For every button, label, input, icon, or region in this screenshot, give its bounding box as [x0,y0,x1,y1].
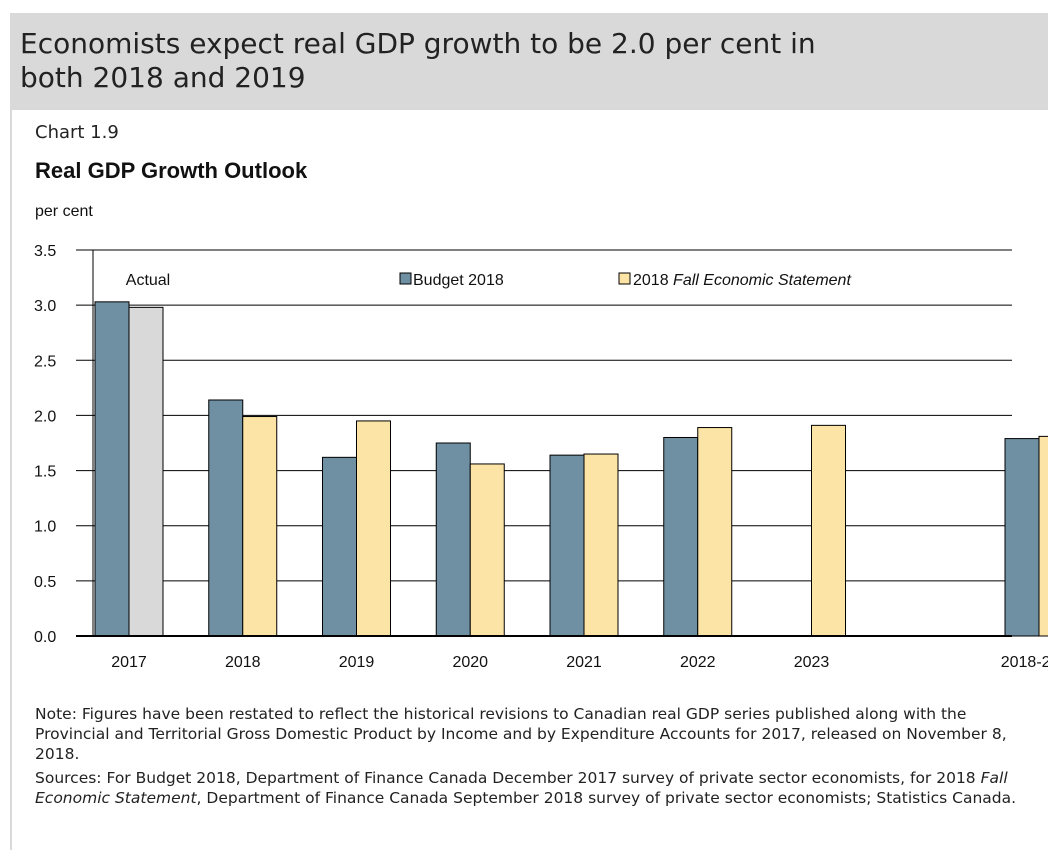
chart-number: Chart 1.9 [35,122,119,143]
banner-title: Economists expect real GDP growth to be … [20,27,816,94]
legend-label-budget: Budget 2018 [413,272,504,289]
bar-budget-2022 [663,436,699,637]
x-tick-label: 2018 [225,654,261,671]
legend-swatch-budget [399,272,412,285]
x-tick-label: 2017 [111,654,147,671]
x-tick-label: 2021 [566,654,602,671]
x-tick-label: 2023 [794,654,830,671]
legend-swatch-fes [618,272,631,285]
sources-text-2: , Department of Finance Canada September… [196,789,1017,807]
bar-fes-2021 [583,453,619,637]
bar-budget-2019 [322,456,357,637]
sources-text-1: Sources: For Budget 2018, Department of … [35,769,981,787]
chart-title: Real GDP Growth Outlook [35,158,308,183]
x-tick-label: 2020 [452,654,488,671]
legend-label-fes: 2018 Fall Economic Statement [633,272,851,289]
y-tick-label: 1.5 [34,464,56,481]
bar-fes-2020 [469,463,505,637]
bar-fes-2023 [811,424,846,637]
bar-budget-2021 [549,454,585,637]
y-axis-unit-label: per cent [35,203,93,220]
bar-actual-2017 [128,306,164,637]
x-tick-label: 2019 [339,654,375,671]
y-tick-label: 0.0 [34,629,56,646]
x-tick-label: 2018-2022 [1001,654,1048,671]
bar-budget-2018 [208,399,244,637]
left-rule [10,110,12,850]
x-tick-label: 2022 [680,654,716,671]
bar-fes-2018 [242,416,278,637]
bar-fes-2018-2022 [1038,435,1048,637]
bar-budget-2020 [435,442,471,637]
bar-fes-2019 [356,420,391,637]
legend-label-fes-italic: Fall Economic Statement [673,272,851,289]
y-tick-label: 3.0 [34,298,56,315]
sources-text-italic: Fall Economic Statement [35,769,1008,807]
chart-sources: Sources: For Budget 2018, Department of … [35,768,1040,808]
chart-note: Note: Figures have been restated to refl… [35,705,1007,763]
annotation-actual: Actual [126,272,170,289]
bar-fes-2022 [697,427,733,637]
y-tick-label: 3.5 [34,243,56,260]
y-tick-label: 2.0 [34,408,56,425]
y-tick-label: 2.5 [34,353,56,370]
title-banner: Economists expect real GDP growth to be … [10,13,1048,110]
y-tick-label: 0.5 [34,574,56,591]
legend-label-fes-prefix: 2018 [633,272,673,289]
y-tick-label: 1.0 [34,519,56,536]
bar-budget-2017 [94,301,130,637]
bar-budget-2018-2022 [1004,438,1040,637]
bar-chart: 0.0 0.5 1.0 1.5 2.0 2.5 3.0 3.5 2017 2018 2019 2020… [34,243,1048,671]
